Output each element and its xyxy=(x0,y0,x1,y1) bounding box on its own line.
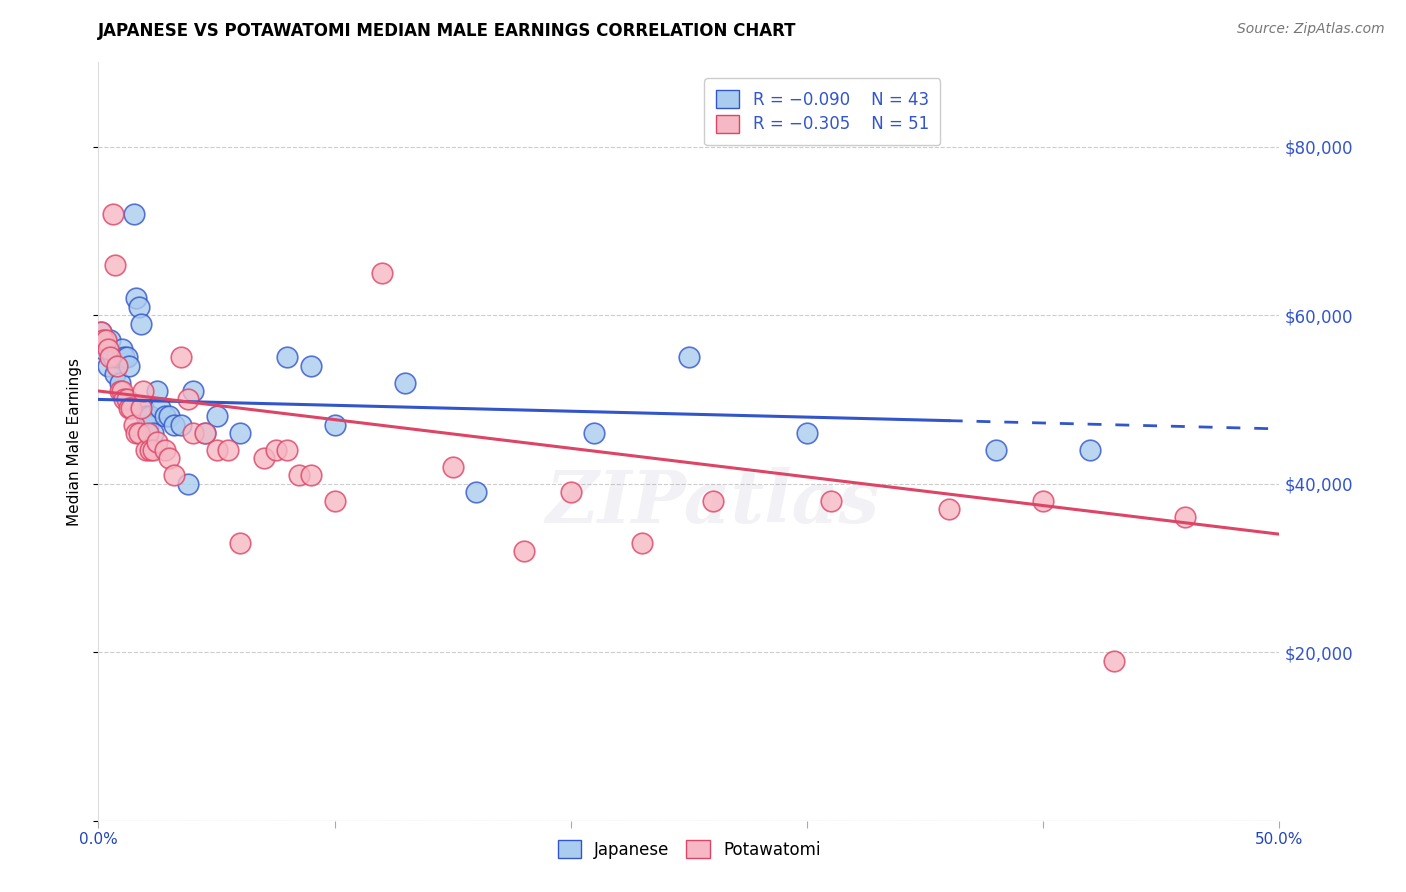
Point xyxy=(136,417,159,432)
Point xyxy=(205,409,228,424)
Point xyxy=(323,493,346,508)
Point xyxy=(276,442,298,457)
Point xyxy=(229,535,252,549)
Point xyxy=(108,384,131,398)
Point xyxy=(104,258,127,272)
Point xyxy=(1032,493,1054,508)
Point xyxy=(129,401,152,415)
Point xyxy=(181,384,204,398)
Text: ZIPatlas: ZIPatlas xyxy=(546,467,880,538)
Point xyxy=(139,442,162,457)
Point xyxy=(135,409,157,424)
Point xyxy=(101,207,124,221)
Point xyxy=(115,392,138,407)
Point xyxy=(323,417,346,432)
Point xyxy=(560,485,582,500)
Point xyxy=(90,325,112,339)
Point xyxy=(276,351,298,365)
Point xyxy=(146,434,169,449)
Point xyxy=(583,426,606,441)
Point xyxy=(153,442,176,457)
Point xyxy=(146,384,169,398)
Point xyxy=(796,426,818,441)
Point xyxy=(205,442,228,457)
Point xyxy=(441,459,464,474)
Point xyxy=(132,384,155,398)
Point xyxy=(129,317,152,331)
Point xyxy=(122,207,145,221)
Point xyxy=(229,426,252,441)
Point xyxy=(1102,654,1125,668)
Point xyxy=(1080,442,1102,457)
Point xyxy=(149,401,172,415)
Point xyxy=(125,291,148,305)
Point xyxy=(142,442,165,457)
Point xyxy=(194,426,217,441)
Point xyxy=(177,476,200,491)
Point xyxy=(111,384,134,398)
Point xyxy=(465,485,488,500)
Point xyxy=(104,367,127,381)
Point xyxy=(125,426,148,441)
Point xyxy=(984,442,1007,457)
Legend: Japanese, Potawatomi: Japanese, Potawatomi xyxy=(551,833,827,865)
Point xyxy=(181,426,204,441)
Point xyxy=(132,401,155,415)
Text: JAPANESE VS POTAWATOMI MEDIAN MALE EARNINGS CORRELATION CHART: JAPANESE VS POTAWATOMI MEDIAN MALE EARNI… xyxy=(98,22,797,40)
Point xyxy=(94,334,117,348)
Point xyxy=(128,426,150,441)
Point xyxy=(163,417,186,432)
Point xyxy=(108,376,131,390)
Point xyxy=(142,426,165,441)
Point xyxy=(98,334,121,348)
Point xyxy=(98,351,121,365)
Point xyxy=(820,493,842,508)
Point xyxy=(177,392,200,407)
Point xyxy=(157,451,180,466)
Point xyxy=(128,300,150,314)
Point xyxy=(253,451,276,466)
Point xyxy=(101,351,124,365)
Point xyxy=(115,351,138,365)
Point xyxy=(299,359,322,373)
Point xyxy=(91,342,114,356)
Point xyxy=(136,426,159,441)
Point xyxy=(157,409,180,424)
Point xyxy=(90,325,112,339)
Point xyxy=(299,468,322,483)
Point xyxy=(288,468,311,483)
Point xyxy=(121,401,143,415)
Point xyxy=(371,266,394,280)
Text: Source: ZipAtlas.com: Source: ZipAtlas.com xyxy=(1237,22,1385,37)
Point xyxy=(97,359,120,373)
Point xyxy=(194,426,217,441)
Point xyxy=(630,535,652,549)
Point xyxy=(153,409,176,424)
Point xyxy=(118,359,141,373)
Point xyxy=(938,502,960,516)
Point xyxy=(122,417,145,432)
Point xyxy=(264,442,287,457)
Point xyxy=(112,351,135,365)
Point xyxy=(702,493,724,508)
Point xyxy=(135,442,157,457)
Y-axis label: Median Male Earnings: Median Male Earnings xyxy=(67,358,83,525)
Point xyxy=(139,409,162,424)
Point xyxy=(678,351,700,365)
Point xyxy=(170,417,193,432)
Point xyxy=(91,334,114,348)
Point xyxy=(111,342,134,356)
Point xyxy=(105,359,128,373)
Point xyxy=(118,401,141,415)
Point xyxy=(1174,510,1197,524)
Point xyxy=(170,351,193,365)
Point xyxy=(97,342,120,356)
Point xyxy=(112,392,135,407)
Point xyxy=(163,468,186,483)
Point xyxy=(94,334,117,348)
Point xyxy=(512,544,534,558)
Point xyxy=(217,442,239,457)
Point xyxy=(105,351,128,365)
Point xyxy=(394,376,416,390)
